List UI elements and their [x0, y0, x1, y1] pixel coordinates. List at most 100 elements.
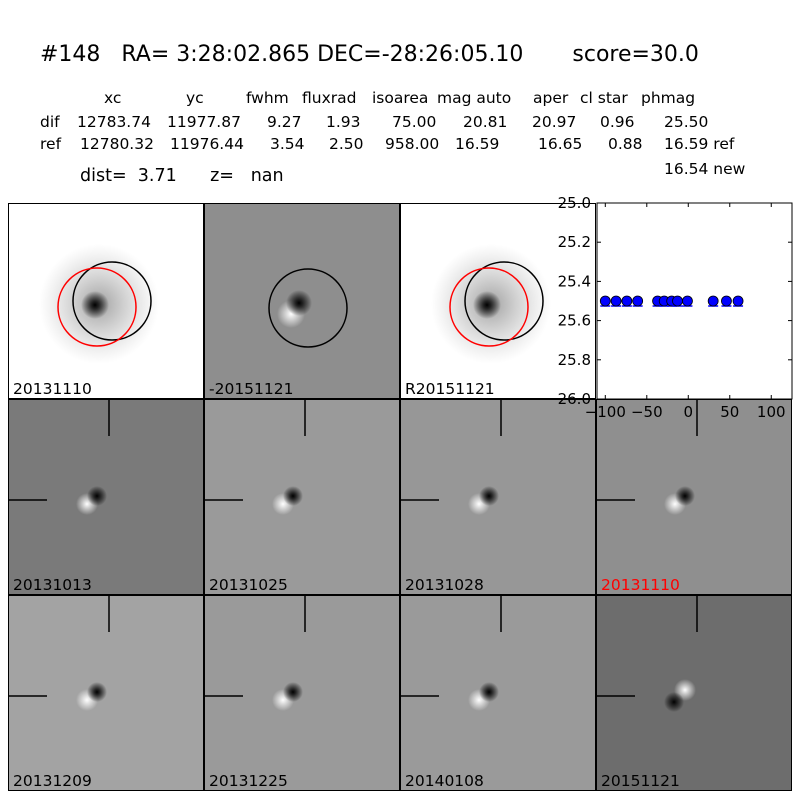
panel-date-label: 20131209 [13, 772, 92, 790]
aperture-circle-black [72, 261, 152, 341]
table-cell: 1.93 [326, 113, 361, 131]
image-panel: 20131225 [204, 595, 400, 791]
image-panel: 20131013 [8, 399, 204, 595]
stamp-image [268, 268, 348, 348]
column-header: cl star [580, 89, 628, 107]
row-label: ref [40, 135, 62, 153]
data-point [610, 295, 622, 307]
panel-date-label: -20151121 [209, 380, 294, 398]
dist-label: dist= [80, 166, 127, 186]
aperture-circle-black [268, 268, 348, 348]
image-panel: 20131110 [8, 203, 204, 399]
table-cell: 9.27 [267, 113, 302, 131]
stamp-image [401, 596, 502, 711]
panel-date-label: 20131110 [13, 380, 92, 398]
y-tick-label: 25.2 [558, 233, 591, 251]
stamp-image [205, 400, 306, 515]
residual-dark [87, 486, 107, 506]
image-panel: R20151121 [400, 203, 596, 399]
table-cell: 16.59 ref [664, 135, 735, 153]
page-title: #148 RA= 3:28:02.865 DEC=-28:26:05.10 sc… [40, 42, 699, 67]
table-cell: 11976.44 [170, 135, 244, 153]
residual-dark [479, 682, 499, 702]
image-panel: -20151121 [204, 203, 400, 399]
y-tick-label: 25.6 [558, 312, 591, 330]
aperture-circle-red [449, 267, 529, 347]
data-point [621, 295, 633, 307]
row-label: dif [40, 113, 60, 131]
table-cell: 2.50 [329, 135, 364, 153]
table-cell: 16.65 [538, 135, 583, 153]
residual-dark [283, 486, 303, 506]
stamp-image [205, 596, 306, 711]
column-header: yc [186, 89, 204, 107]
table-cell: 958.00 [385, 135, 440, 153]
z-value: nan [250, 166, 284, 186]
table-cell: 25.50 [664, 113, 709, 131]
panel-date-label: 20131225 [209, 772, 288, 790]
x-tick-label: −50 [631, 403, 663, 421]
panel-date-label: 20131110 [601, 576, 680, 594]
table-cell: 16.59 [455, 135, 500, 153]
panel-date-label: 20131028 [405, 576, 484, 594]
panel-date-label: 20131025 [209, 576, 288, 594]
residual-dark [664, 692, 684, 712]
column-header: mag auto [437, 89, 512, 107]
table-cell: 11977.87 [167, 113, 241, 131]
z-label: z= [210, 166, 234, 186]
table-cell: 12783.74 [77, 113, 151, 131]
residual-dark [87, 682, 107, 702]
table-cell: 75.00 [392, 113, 437, 131]
residual-dark [479, 486, 499, 506]
y-tick-label: 25.8 [558, 351, 591, 369]
y-tick-label: 25.0 [558, 194, 591, 212]
data-point [732, 295, 744, 307]
stamp-image [9, 400, 110, 515]
x-tick-label: 0 [684, 403, 694, 421]
column-header: phmag [641, 89, 696, 107]
x-tick-label: 50 [720, 403, 739, 421]
panel-date-label: R20151121 [405, 380, 495, 398]
phmag-new: 16.54 new [664, 160, 746, 178]
stamp-image [597, 400, 698, 515]
table-cell: 0.88 [608, 135, 643, 153]
table-cell: 12780.32 [80, 135, 154, 153]
panel-date-label: 20151121 [601, 772, 680, 790]
column-header: fluxrad [302, 89, 357, 107]
panel-date-label: 20131013 [13, 576, 92, 594]
column-header: aper [533, 89, 569, 107]
image-panel: 20140108 [400, 595, 596, 791]
aperture-circle-black [464, 261, 544, 341]
y-tick-label: 25.4 [558, 272, 591, 290]
aperture-circle-red [57, 267, 137, 347]
column-header: fwhm [246, 89, 289, 107]
data-point [707, 295, 719, 307]
table-cell: 20.81 [463, 113, 508, 131]
stamp-image [597, 596, 698, 712]
panel-date-label: 20140108 [405, 772, 484, 790]
stamp-image [401, 400, 502, 515]
column-header: xc [104, 89, 122, 107]
data-point [721, 295, 732, 307]
table-cell: 3.54 [270, 135, 305, 153]
x-tick-label: −100 [585, 403, 626, 421]
stamp-image [9, 596, 110, 711]
data-point [682, 295, 693, 307]
x-tick-label: 100 [757, 403, 786, 421]
stamp-image [431, 244, 551, 364]
data-point [672, 295, 683, 307]
table-cell: 20.97 [532, 113, 577, 131]
residual-dark [286, 290, 312, 316]
image-panel: 20131110 [596, 399, 792, 595]
dist-line: dist= 3.71 z= nan [80, 166, 284, 186]
image-panel: 20131209 [8, 595, 204, 791]
stamp-image [39, 244, 159, 364]
image-panel: 20151121 [596, 595, 792, 791]
star-core [473, 291, 501, 319]
image-panel: 20131028 [400, 399, 596, 595]
star-core [81, 291, 109, 319]
residual-dark [675, 486, 695, 506]
data-point [599, 295, 611, 307]
dist-value: 3.71 [137, 166, 177, 186]
